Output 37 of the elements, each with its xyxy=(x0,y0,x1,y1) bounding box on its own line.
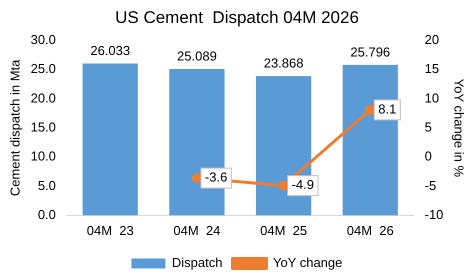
y2-axis-title: YoY change in % xyxy=(452,78,467,178)
data-label: 23.868 xyxy=(264,56,304,71)
y2-tick-label: 10 xyxy=(424,90,440,106)
bar xyxy=(169,69,225,216)
y2-tick-label: -5 xyxy=(424,178,436,193)
data-label: 26.033 xyxy=(90,43,130,58)
y2-tick-label: 20 xyxy=(424,32,440,47)
y-tick-label: 5.0 xyxy=(38,178,56,193)
data-label: 8.1 xyxy=(378,101,396,116)
y2-tick-label: 15 xyxy=(424,61,440,76)
y2-tick-label: -10 xyxy=(424,206,444,222)
point xyxy=(192,173,202,184)
y2-tick-label: 5 xyxy=(424,119,432,134)
y2-tick-label: 0 xyxy=(424,148,432,164)
data-label: 25.089 xyxy=(177,48,217,64)
legend-label: YoY change xyxy=(272,255,342,270)
y-tick-label: 25.0 xyxy=(30,61,56,76)
data-label: 25.796 xyxy=(350,44,390,60)
data-label: -4.9 xyxy=(292,177,314,192)
data-label: -3.6 xyxy=(204,170,228,185)
y-tick-label: 0.0 xyxy=(38,206,56,222)
point xyxy=(365,104,376,115)
point xyxy=(278,180,289,191)
y-axis-title: Cement dispatch in Mta xyxy=(7,58,22,196)
y-tick-label: 30.0 xyxy=(30,32,56,47)
bar xyxy=(82,64,138,216)
x-tick-label: 04M 25 xyxy=(260,222,308,238)
y-tick-label: 10.0 xyxy=(30,148,56,164)
bar xyxy=(256,76,312,216)
y-tick-label: 20.0 xyxy=(30,90,56,106)
chart-title: US Cement Dispatch 04M 2026 xyxy=(115,8,359,27)
y-tick-label: 15.0 xyxy=(30,119,56,134)
bar xyxy=(342,64,398,216)
x-tick-label: 04M 24 xyxy=(173,222,220,238)
x-tick-label: 04M 26 xyxy=(346,222,394,238)
x-tick-label: 04M 23 xyxy=(86,222,134,238)
legend-label: Dispatch xyxy=(172,255,222,270)
